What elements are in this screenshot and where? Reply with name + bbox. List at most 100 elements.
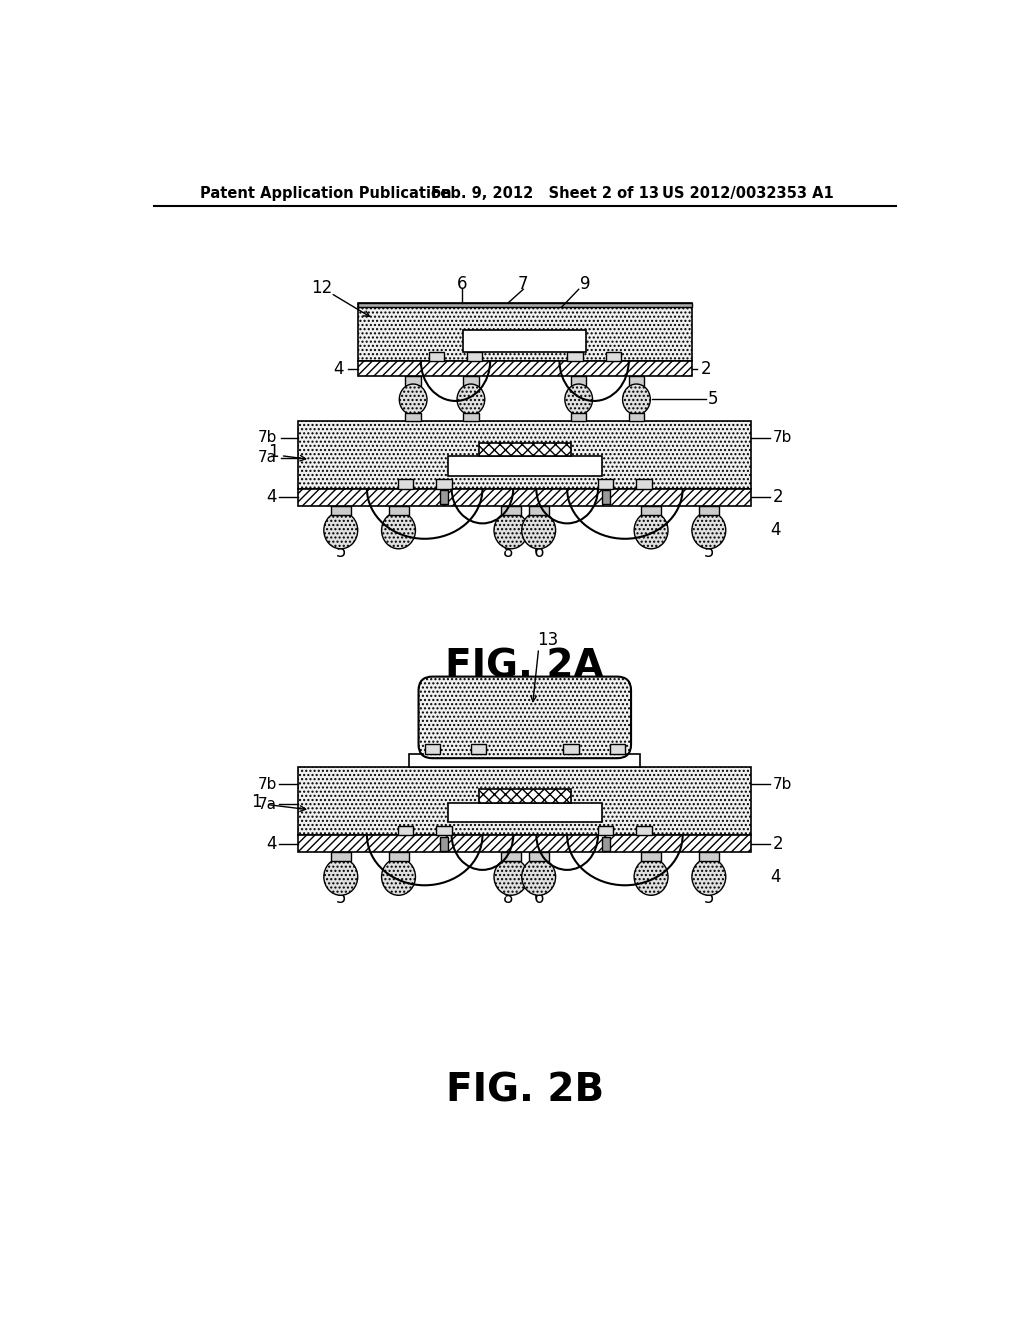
Text: 7b: 7b (773, 777, 793, 792)
Bar (528, 506, 549, 515)
Text: 8: 8 (503, 543, 513, 561)
Bar (406, 413, 421, 421)
Ellipse shape (457, 384, 484, 414)
Bar (331, 506, 351, 515)
Bar (440, 837, 447, 850)
Ellipse shape (324, 858, 357, 895)
Text: FIG. 2A: FIG. 2A (445, 648, 604, 685)
Text: 9: 9 (580, 275, 590, 293)
Bar (429, 351, 444, 360)
Text: 4: 4 (770, 867, 781, 886)
Bar (463, 413, 478, 421)
Ellipse shape (494, 858, 528, 895)
Bar (436, 826, 452, 836)
Ellipse shape (494, 512, 528, 549)
Text: 7a: 7a (258, 797, 276, 812)
Text: 6: 6 (534, 890, 544, 907)
Bar (528, 853, 549, 862)
Text: 7b: 7b (773, 430, 793, 445)
Bar (425, 744, 440, 754)
Text: Patent Application Publication: Patent Application Publication (200, 186, 452, 201)
Bar (357, 304, 692, 360)
Text: 4: 4 (333, 359, 344, 378)
Ellipse shape (692, 858, 726, 895)
Bar (410, 754, 640, 767)
Bar (478, 442, 571, 457)
Bar (637, 826, 652, 836)
Bar (598, 479, 613, 488)
Bar (571, 376, 587, 385)
Bar (471, 744, 486, 754)
Bar (447, 457, 602, 475)
Text: FIG. 2B: FIG. 2B (445, 1071, 604, 1109)
Bar (463, 376, 478, 385)
Bar (298, 421, 752, 488)
Bar (357, 304, 692, 308)
Text: 4: 4 (770, 521, 781, 540)
Text: 6: 6 (534, 543, 544, 561)
Text: 5: 5 (336, 890, 346, 907)
Bar (406, 376, 421, 385)
Bar (609, 744, 625, 754)
Ellipse shape (565, 384, 593, 414)
Bar (298, 836, 752, 853)
Bar (463, 330, 587, 351)
Text: 5: 5 (703, 543, 714, 561)
Bar (388, 853, 409, 862)
FancyBboxPatch shape (419, 677, 631, 758)
Ellipse shape (324, 512, 357, 549)
Bar (567, 351, 583, 360)
Ellipse shape (623, 384, 650, 414)
Text: 13: 13 (538, 631, 558, 649)
Text: 1: 1 (251, 793, 261, 810)
Bar (698, 506, 719, 515)
Ellipse shape (399, 384, 427, 414)
Text: US 2012/0032353 A1: US 2012/0032353 A1 (662, 186, 834, 201)
Bar (331, 853, 351, 862)
Text: 2: 2 (773, 488, 783, 506)
Text: 4: 4 (266, 488, 276, 506)
Bar (698, 853, 719, 862)
Bar (501, 506, 521, 515)
Bar (436, 479, 452, 488)
Text: 7b: 7b (257, 777, 276, 792)
Bar (629, 376, 644, 385)
Text: 7a: 7a (258, 450, 276, 466)
Ellipse shape (382, 858, 416, 895)
Text: 5: 5 (703, 890, 714, 907)
Text: 5: 5 (336, 543, 346, 561)
Text: 7: 7 (518, 275, 528, 293)
Ellipse shape (382, 512, 416, 549)
Ellipse shape (634, 512, 668, 549)
Text: 6: 6 (457, 275, 467, 293)
Text: 2: 2 (701, 359, 712, 378)
Text: 1: 1 (268, 442, 280, 461)
Text: 5: 5 (709, 391, 719, 408)
Bar (629, 413, 644, 421)
Text: 12: 12 (311, 279, 332, 297)
Bar (447, 803, 602, 822)
Bar (357, 360, 692, 376)
Bar (298, 767, 752, 836)
Bar (397, 479, 413, 488)
Text: 8: 8 (503, 890, 513, 907)
Bar (602, 837, 609, 850)
Bar (501, 853, 521, 862)
Bar (641, 853, 662, 862)
Bar (467, 351, 482, 360)
Ellipse shape (521, 512, 556, 549)
Bar (440, 490, 447, 504)
Text: 4: 4 (266, 834, 276, 853)
Text: 7b: 7b (257, 430, 276, 445)
Bar (571, 413, 587, 421)
Bar (605, 351, 621, 360)
Bar (637, 479, 652, 488)
Bar (397, 826, 413, 836)
Ellipse shape (634, 858, 668, 895)
Bar (641, 506, 662, 515)
Bar (602, 490, 609, 504)
Ellipse shape (692, 512, 726, 549)
Text: Feb. 9, 2012   Sheet 2 of 13: Feb. 9, 2012 Sheet 2 of 13 (431, 186, 658, 201)
Text: 2: 2 (773, 834, 783, 853)
Bar (298, 488, 752, 506)
